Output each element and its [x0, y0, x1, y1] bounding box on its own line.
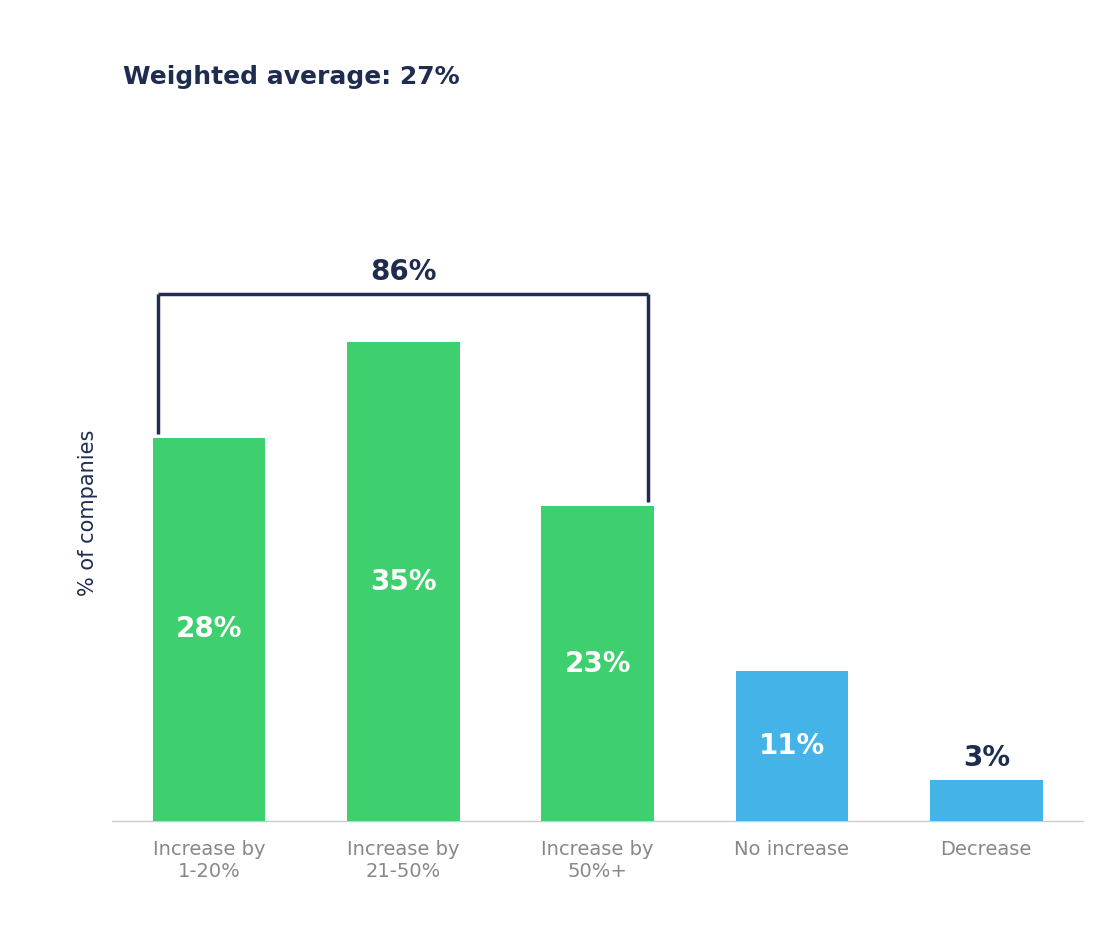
Text: 3%: 3% — [963, 744, 1010, 772]
Text: Weighted average: 27%: Weighted average: 27% — [123, 65, 459, 90]
Text: 35%: 35% — [370, 567, 437, 595]
Text: 28%: 28% — [175, 616, 242, 644]
Text: 23%: 23% — [564, 649, 631, 677]
Text: 86%: 86% — [370, 258, 437, 286]
Bar — [736, 671, 848, 821]
Bar — [542, 507, 653, 821]
Y-axis label: % of companies: % of companies — [78, 430, 98, 596]
Bar — [930, 780, 1042, 821]
Text: 11%: 11% — [758, 731, 825, 759]
Bar — [153, 438, 265, 821]
Bar — [347, 342, 459, 821]
